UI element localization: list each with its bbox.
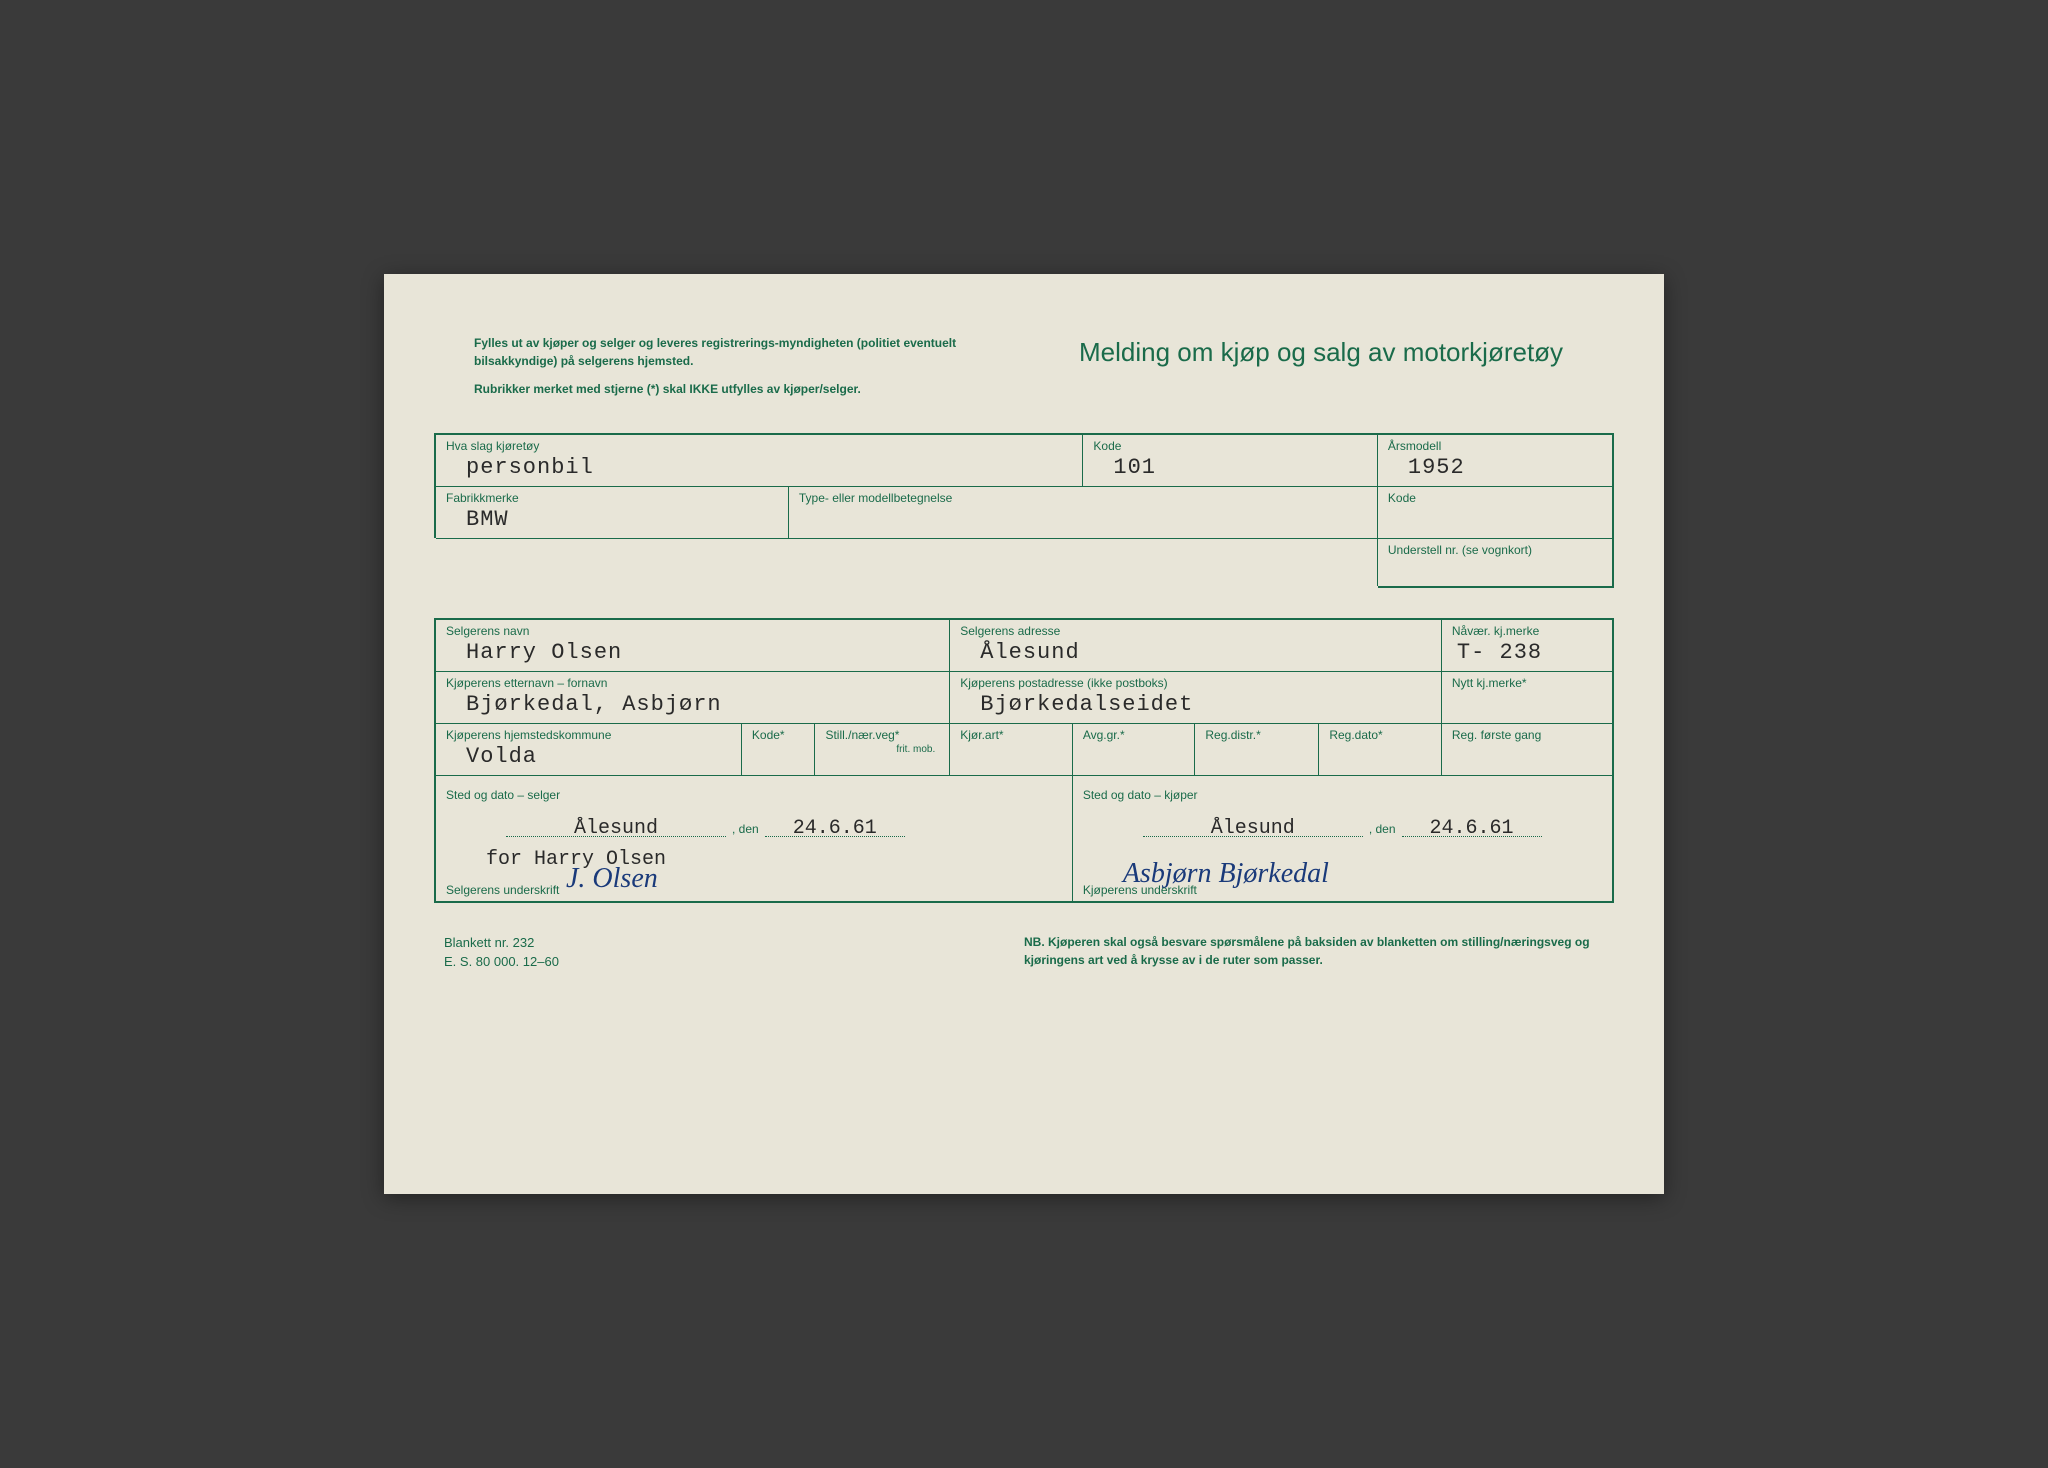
buyer-name-label: Kjøperens etternavn – fornavn	[446, 676, 939, 690]
buyer-addr-value: Bjørkedalseidet	[960, 692, 1193, 717]
vehicle-kode2-label: Kode	[1388, 491, 1602, 505]
vehicle-make-label: Fabrikkmerke	[446, 491, 778, 505]
form-title: Melding om kjøp og salg av motorkjøretøy	[1079, 334, 1574, 408]
es-code: E. S. 80 000. 12–60	[444, 952, 559, 972]
footer-right: NB. Kjøperen skal også besvare spørsmåle…	[1024, 933, 1604, 972]
vehicle-make-value: BMW	[446, 507, 509, 532]
seller-sig-line-label: Selgerens underskrift	[446, 883, 559, 897]
seller-sig-label: Sted og dato – selger	[446, 788, 1062, 802]
parties-table: Selgerens navn Harry Olsen Selgerens adr…	[434, 618, 1614, 903]
buyer-addr-label: Kjøperens postadresse (ikke postboks)	[960, 676, 1431, 690]
buyer-sig-label: Sted og dato – kjøper	[1083, 788, 1602, 802]
buyer-kommune-label: Kjøperens hjemstedskommune	[446, 728, 731, 742]
buyer-kjorart-label: Kjør.art*	[960, 728, 1062, 742]
seller-name-label: Selgerens navn	[446, 624, 939, 638]
vehicle-model-label: Type- eller modellbetegnelse	[799, 491, 1367, 505]
header: Fylles ut av kjøper og selger og leveres…	[434, 334, 1614, 408]
buyer-kode-label: Kode*	[752, 728, 805, 742]
buyer-regfirst-label: Reg. første gang	[1452, 728, 1602, 742]
seller-plate-value: T- 238	[1452, 640, 1542, 665]
header-instructions: Fylles ut av kjøper og selger og leveres…	[474, 334, 969, 408]
buyer-den: , den	[1369, 822, 1396, 836]
buyer-kommune-value: Volda	[446, 744, 537, 769]
seller-plate-label: Nåvær. kj.merke	[1452, 624, 1602, 638]
seller-date: 24.6.61	[765, 817, 905, 837]
vehicle-model-value	[799, 507, 819, 532]
vehicle-year-label: Årsmodell	[1388, 439, 1602, 453]
buyer-place: Ålesund	[1143, 817, 1363, 837]
form-document: Fylles ut av kjøper og selger og leveres…	[384, 274, 1664, 1194]
vehicle-type-value: personbil	[446, 455, 594, 480]
seller-den: , den	[732, 822, 759, 836]
vehicle-table: Hva slag kjøretøy personbil Kode 101 Års…	[434, 433, 1614, 588]
buyer-date: 24.6.61	[1402, 817, 1542, 837]
buyer-sig-line-label: Kjøperens underskrift	[1083, 883, 1197, 897]
buyer-still-sub: frit. mob.	[825, 744, 939, 755]
buyer-regdistr-label: Reg.distr.*	[1205, 728, 1308, 742]
buyer-avggr-label: Avg.gr.*	[1083, 728, 1185, 742]
seller-signature: J. Olsen	[486, 863, 1062, 895]
vehicle-type-label: Hva slag kjøretøy	[446, 439, 1072, 453]
vehicle-kode-value: 101	[1093, 455, 1156, 480]
seller-place: Ålesund	[506, 817, 726, 837]
nb-label: NB.	[1024, 935, 1045, 949]
buyer-newplate-label: Nytt kj.merke*	[1452, 676, 1602, 690]
buyer-regdato-label: Reg.dato*	[1329, 728, 1431, 742]
buyer-still-label: Still./nær.veg*	[825, 728, 939, 742]
footer: Blankett nr. 232 E. S. 80 000. 12–60 NB.…	[434, 933, 1614, 972]
buyer-name-value: Bjørkedal, Asbjørn	[446, 692, 722, 717]
footer-left: Blankett nr. 232 E. S. 80 000. 12–60	[444, 933, 559, 972]
vehicle-chassis-label: Understell nr. (se vognkort)	[1388, 543, 1602, 557]
nb-text: Kjøperen skal også besvare spørsmålene p…	[1024, 935, 1590, 967]
blankett-nr: Blankett nr. 232	[444, 933, 559, 953]
instructions-text-1: Fylles ut av kjøper og selger og leveres…	[474, 334, 969, 370]
vehicle-kode-label: Kode	[1093, 439, 1367, 453]
instructions-text-2: Rubrikker merket med stjerne (*) skal IK…	[474, 380, 969, 398]
seller-addr-label: Selgerens adresse	[960, 624, 1431, 638]
seller-addr-value: Ålesund	[960, 640, 1079, 665]
vehicle-year-value: 1952	[1388, 455, 1465, 480]
seller-name-value: Harry Olsen	[446, 640, 622, 665]
